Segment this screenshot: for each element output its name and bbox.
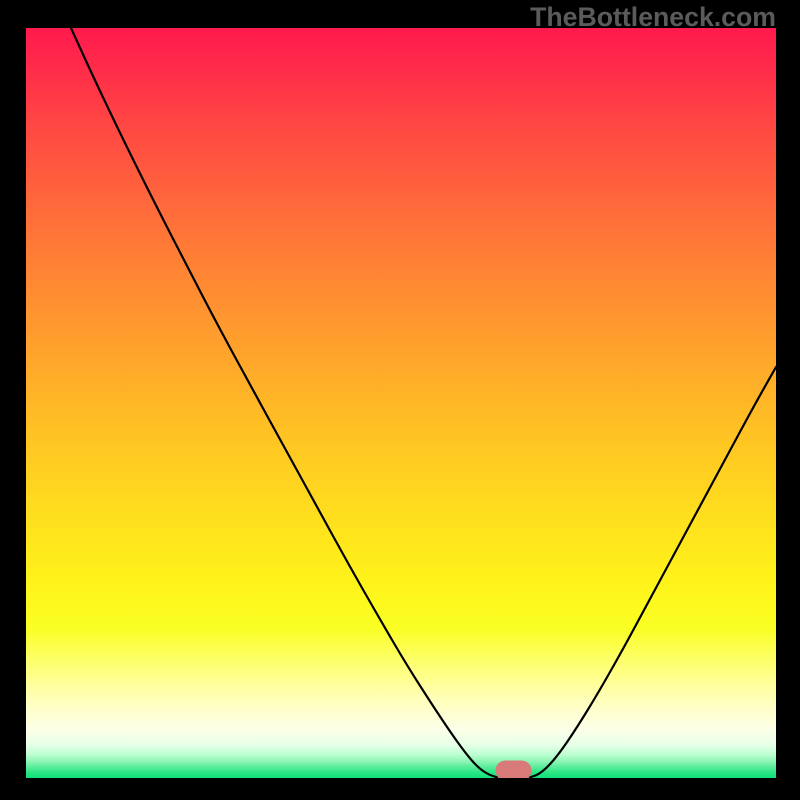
plot-area xyxy=(26,28,776,778)
optimum-marker xyxy=(496,761,532,779)
chart-root: TheBottleneck.com xyxy=(0,0,800,800)
plot-svg xyxy=(26,28,776,778)
gradient-background xyxy=(26,28,776,778)
watermark-attribution: TheBottleneck.com xyxy=(530,2,776,33)
